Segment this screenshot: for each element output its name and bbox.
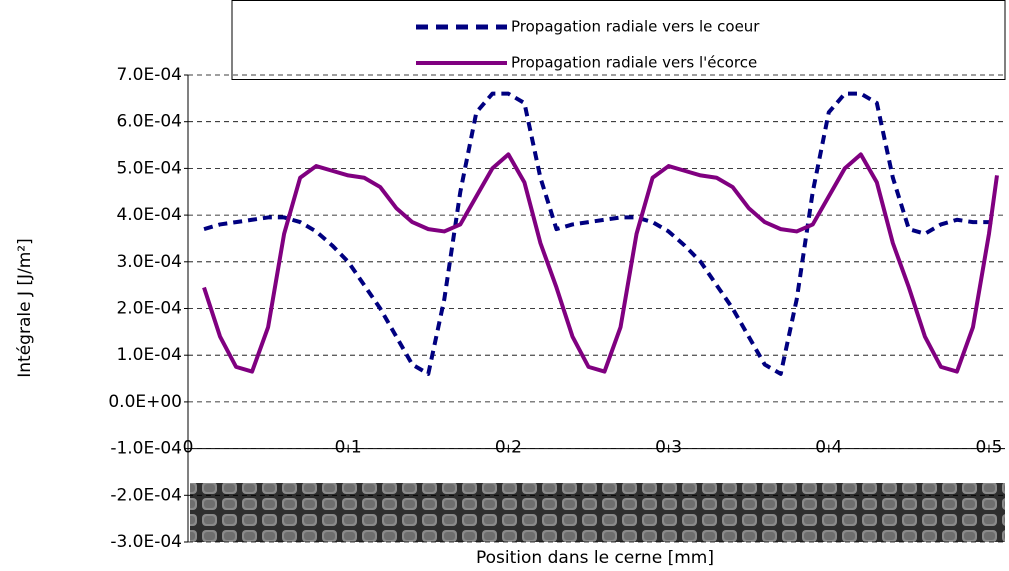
y-tick-label: -1.0E-04 — [110, 439, 182, 459]
y-axis-title: Intégrale J [J/m²] — [15, 238, 35, 378]
x-tick-label: 0 — [183, 438, 194, 458]
legend-label: Propagation radiale vers l'écorce — [511, 54, 757, 72]
x-tick-label: 0.4 — [815, 438, 842, 458]
x-axis-title: Position dans le cerne [mm] — [476, 548, 714, 568]
data-line — [202, 152, 999, 374]
x-tick-label: 0.2 — [495, 438, 522, 458]
legend-label: Propagation radiale vers le coeur — [511, 18, 760, 36]
y-tick-label: -2.0E-04 — [110, 485, 182, 505]
y-tick-label: 1.0E-04 — [116, 345, 182, 365]
legend-box — [231, 0, 1006, 80]
wood-image — [190, 483, 1005, 542]
y-tick-label: 3.0E-04 — [116, 252, 182, 272]
y-tick-label: 4.0E-04 — [116, 205, 182, 225]
y-tick-label: 7.0E-04 — [116, 65, 182, 85]
y-tick-label: 2.0E-04 — [116, 299, 182, 319]
y-tick-label: 0.0E+00 — [108, 392, 182, 412]
y-tick-label: 6.0E-04 — [116, 112, 182, 132]
x-tick-label: 0.1 — [335, 438, 362, 458]
y-tick-label: 5.0E-04 — [116, 158, 182, 178]
y-tick-label: -3.0E-04 — [110, 532, 182, 552]
x-tick-label: 0.5 — [975, 438, 1002, 458]
x-tick-label: 0.3 — [655, 438, 682, 458]
data-line — [203, 91, 997, 376]
